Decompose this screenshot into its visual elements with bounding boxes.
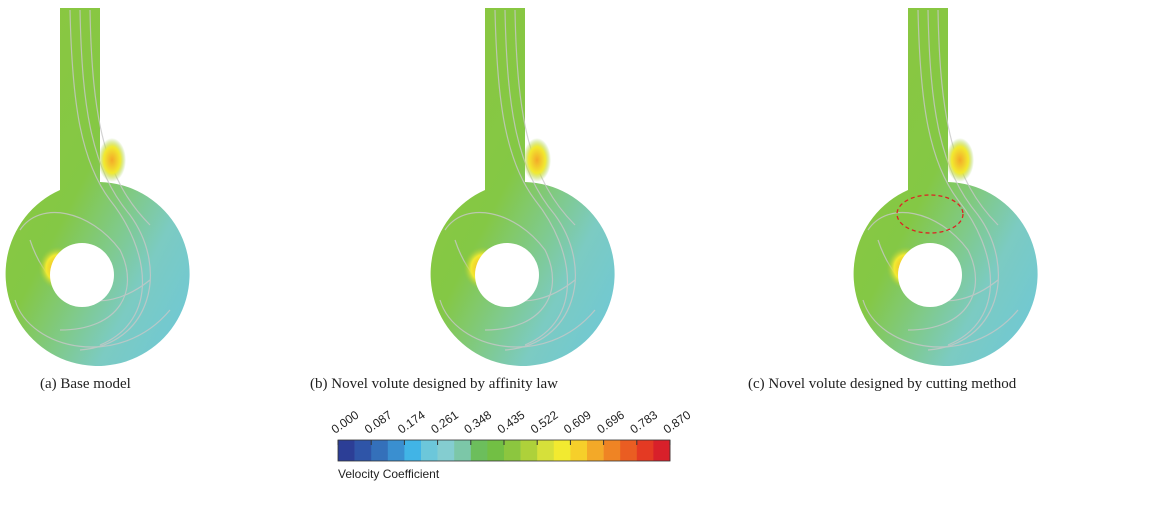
colorbar-segment	[570, 440, 587, 461]
caption: (a) Base model	[40, 376, 131, 392]
colorbar-tick-label: 0.261	[428, 408, 461, 437]
colorbar-tick-label: 0.435	[495, 408, 528, 437]
colorbar-segment	[471, 440, 488, 461]
colorbar-segment	[355, 440, 372, 461]
colorbar-tick-label: 0.870	[661, 408, 694, 437]
volute-plot	[6, 8, 190, 366]
colorbar-segment	[388, 440, 405, 461]
colorbar-title: Velocity Coefficient	[338, 467, 440, 481]
colorbar-segment	[504, 440, 521, 461]
colorbar-tick-label: 0.609	[561, 408, 594, 437]
colorbar-segment	[653, 440, 670, 461]
colorbar-segment	[371, 440, 388, 461]
colorbar-segment	[537, 440, 554, 461]
colorbar-segment	[454, 440, 471, 461]
colorbar-tick-label: 0.000	[329, 408, 362, 437]
colorbar-segment	[487, 440, 504, 461]
colorbar-segment	[521, 440, 538, 461]
figure: (a) Base model (b) Novel volute designed…	[0, 0, 1153, 515]
colorbar-segment	[404, 440, 421, 461]
colorbar-tick-label: 0.174	[395, 408, 428, 437]
caption: (b) Novel volute designed by affinity la…	[310, 376, 558, 392]
caption: (c) Novel volute designed by cutting met…	[748, 376, 1017, 392]
colorbar-segment	[604, 440, 621, 461]
colorbar-segment	[587, 440, 604, 461]
colorbar-segment	[438, 440, 455, 461]
colorbar-tick-label: 0.348	[461, 408, 494, 437]
colorbar-segment	[620, 440, 637, 461]
volute-plot	[854, 8, 1038, 366]
colorbar-segment	[554, 440, 571, 461]
colorbar-segment	[338, 440, 355, 461]
volute-plot	[431, 8, 615, 366]
colorbar-segment	[637, 440, 654, 461]
colorbar-tick-label: 0.522	[528, 408, 561, 437]
colorbar-tick-label: 0.087	[362, 408, 395, 437]
colorbar-tick-label: 0.696	[594, 408, 627, 437]
colorbar-tick-label: 0.783	[627, 408, 660, 437]
colorbar-segment	[421, 440, 438, 461]
